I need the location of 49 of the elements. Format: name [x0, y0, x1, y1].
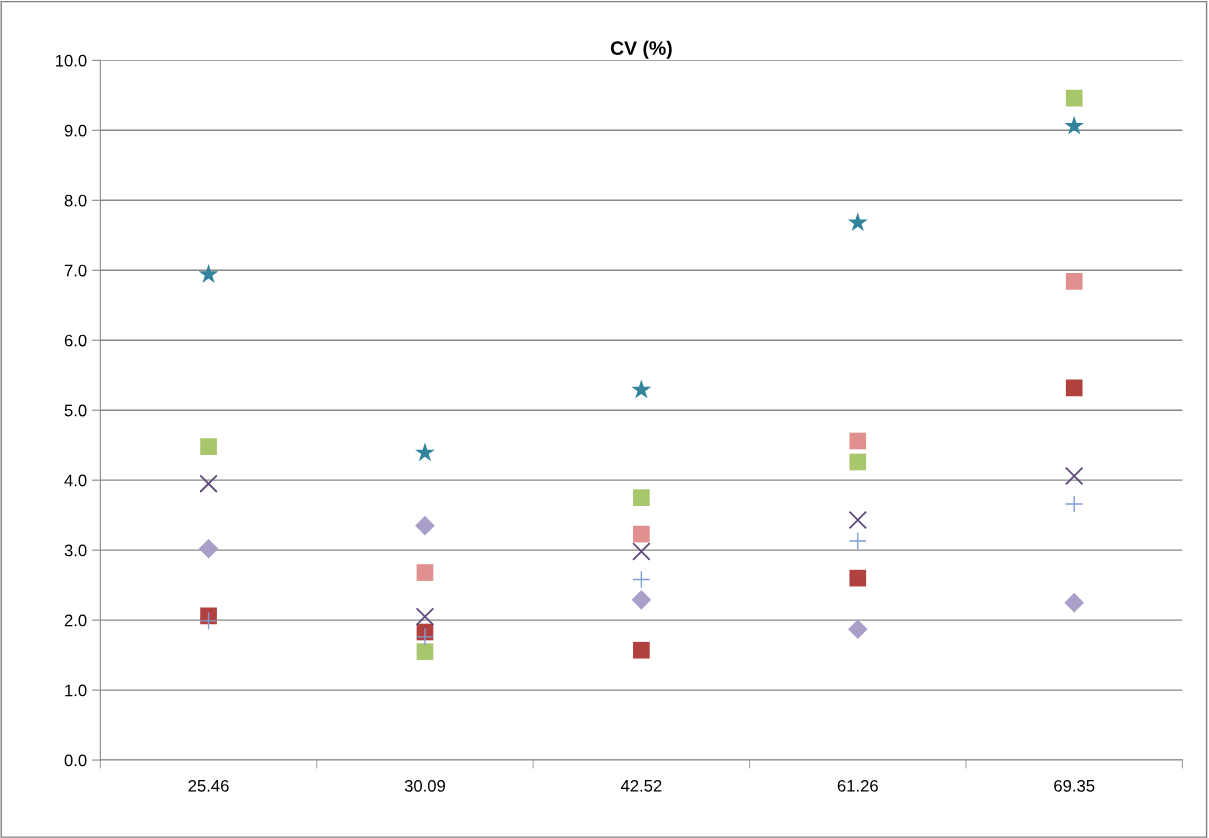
point	[198, 538, 219, 559]
point	[849, 453, 867, 471]
point	[847, 212, 868, 232]
point	[848, 532, 867, 551]
x-tick-label: 42.52	[620, 779, 662, 792]
point	[848, 510, 868, 530]
x-tick-label: 25.46	[188, 779, 229, 792]
point	[415, 627, 434, 646]
point	[1065, 89, 1083, 107]
point	[849, 569, 867, 587]
y-tick-label: 6.0	[64, 334, 87, 347]
point	[633, 489, 650, 506]
point	[1064, 466, 1084, 486]
point	[632, 570, 651, 589]
point	[199, 611, 218, 630]
point	[849, 432, 867, 450]
x-tick-label: 69.35	[1054, 779, 1095, 792]
point	[200, 438, 217, 455]
chart-title: CV (%)	[610, 40, 672, 59]
y-tick-label: 9.0	[64, 124, 87, 137]
point	[199, 474, 218, 493]
point	[847, 619, 868, 640]
y-tick-label: 7.0	[64, 264, 87, 277]
point	[1064, 592, 1085, 613]
point	[416, 643, 434, 660]
point	[631, 590, 652, 610]
point	[631, 379, 652, 399]
point	[416, 564, 434, 581]
point	[415, 515, 435, 536]
point	[1065, 494, 1084, 513]
point	[198, 264, 219, 283]
y-tick-label: 3.0	[64, 544, 87, 557]
point	[633, 641, 650, 659]
point	[633, 525, 650, 543]
point	[1064, 115, 1085, 135]
x-tick-label: 30.09	[404, 779, 446, 792]
y-tick-label: 0.0	[64, 754, 87, 767]
point	[1065, 379, 1083, 397]
x-tick-label: 61.26	[837, 779, 878, 792]
y-tick-label: 8.0	[64, 194, 87, 207]
point	[415, 442, 435, 462]
y-tick-label: 10.0	[55, 54, 87, 67]
y-tick-label: 4.0	[64, 474, 87, 487]
y-tick-label: 1.0	[65, 684, 87, 697]
point	[1065, 273, 1083, 290]
point	[415, 607, 435, 626]
y-tick-label: 5.0	[64, 404, 87, 417]
y-tick-label: 2.0	[64, 614, 87, 627]
point	[632, 542, 651, 561]
